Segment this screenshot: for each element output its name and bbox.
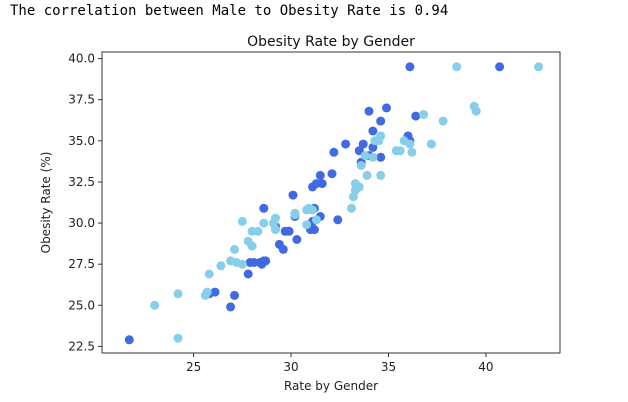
scatter-point bbox=[237, 259, 247, 269]
scatter-point bbox=[259, 203, 269, 213]
scatter-point bbox=[360, 151, 370, 161]
scatter-point bbox=[271, 213, 280, 223]
scatter-point bbox=[395, 146, 405, 156]
scatter-point bbox=[426, 139, 436, 149]
x-tick-label: 30 bbox=[283, 360, 298, 374]
scatter-point bbox=[358, 139, 368, 149]
scatter-point bbox=[124, 335, 134, 345]
scatter-point bbox=[237, 216, 247, 226]
scatter-point bbox=[419, 110, 429, 119]
scatter-point bbox=[247, 241, 257, 251]
scatter-point bbox=[290, 208, 300, 218]
scatter-point bbox=[309, 225, 319, 235]
scatter-point bbox=[368, 152, 378, 162]
plot-frame bbox=[101, 51, 561, 354]
y-tick-label: 35.0 bbox=[68, 134, 95, 148]
scatter-point bbox=[347, 203, 356, 213]
scatter-point bbox=[376, 116, 386, 126]
x-axis-title: Rate by Gender bbox=[284, 379, 378, 393]
scatter-point bbox=[376, 131, 386, 141]
scatter-point bbox=[405, 139, 415, 149]
scatter-point bbox=[230, 244, 239, 254]
scatter-point bbox=[354, 182, 364, 192]
output-text: The correlation between Male to Obesity … bbox=[10, 3, 449, 19]
scatter-point bbox=[407, 147, 417, 157]
scatter-point bbox=[534, 62, 544, 72]
scatter-point bbox=[356, 161, 366, 170]
y-tick-label: 37.5 bbox=[68, 93, 95, 107]
scatter-point bbox=[261, 256, 271, 266]
y-tick-label: 27.5 bbox=[68, 257, 95, 271]
y-tick-label: 30.0 bbox=[68, 216, 95, 230]
scatter-point bbox=[173, 289, 183, 299]
scatter-point bbox=[204, 269, 214, 279]
scatter-point bbox=[333, 215, 343, 225]
scatter-point bbox=[471, 106, 481, 116]
scatter-point bbox=[304, 203, 314, 213]
scatter-point bbox=[341, 139, 351, 149]
ticks-layer: 25 30 35 40 22.5 25.0 27.5 30.0 32.5 35.0 37.5 40.0 bbox=[68, 52, 493, 374]
y-tick-label: 22.5 bbox=[68, 339, 95, 353]
scatter-point bbox=[438, 116, 448, 126]
scatter-point bbox=[317, 179, 327, 189]
scatter-point bbox=[411, 111, 421, 121]
scatter-point bbox=[278, 244, 288, 254]
scatter-point bbox=[327, 169, 337, 179]
scatter-point bbox=[329, 147, 339, 157]
scatter-point bbox=[315, 170, 325, 180]
scatter-point bbox=[253, 226, 263, 236]
y-tick-label: 25.0 bbox=[68, 298, 95, 312]
scatter-point bbox=[173, 333, 183, 343]
y-tick-label: 32.5 bbox=[68, 175, 95, 189]
scatter-point bbox=[495, 62, 505, 72]
scatter-point bbox=[150, 300, 160, 310]
scatter-point bbox=[226, 302, 236, 312]
x-tick-label: 25 bbox=[186, 360, 201, 374]
scatter-point bbox=[230, 290, 239, 300]
scatter-point bbox=[362, 170, 372, 180]
scatter-point bbox=[243, 269, 253, 279]
scatter-point bbox=[376, 152, 386, 162]
scatter-point bbox=[216, 261, 226, 271]
scatter-point bbox=[368, 126, 378, 136]
points-layer bbox=[124, 62, 544, 345]
scatter-point bbox=[302, 220, 312, 230]
scatter-point bbox=[382, 103, 391, 113]
scatter-point bbox=[452, 62, 462, 72]
y-axis-title: Obesity Rate (%) bbox=[39, 152, 53, 254]
scatter-point bbox=[364, 106, 374, 116]
scatter-point bbox=[292, 235, 302, 244]
scatter-point bbox=[405, 62, 415, 72]
scatter-point bbox=[210, 287, 220, 297]
scatter-point bbox=[284, 226, 294, 236]
scatter-point bbox=[311, 215, 321, 225]
x-tick-label: 40 bbox=[478, 360, 493, 374]
y-tick-label: 40.0 bbox=[68, 52, 95, 66]
scatter-point bbox=[259, 218, 269, 228]
scatter-point bbox=[202, 287, 212, 297]
scatter-point bbox=[271, 225, 280, 235]
scatter-point bbox=[376, 170, 386, 180]
chart-title: Obesity Rate by Gender bbox=[247, 34, 415, 50]
scatter-point bbox=[288, 190, 298, 200]
x-tick-label: 35 bbox=[381, 360, 396, 374]
